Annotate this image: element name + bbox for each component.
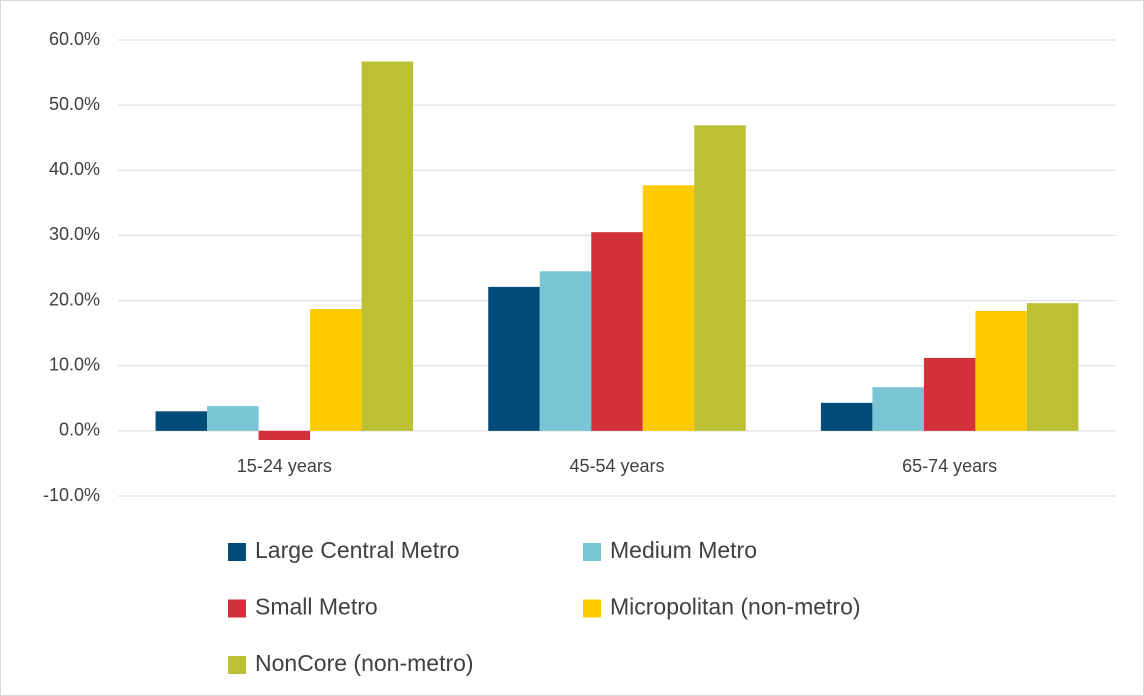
bar [591,232,643,431]
y-tick-label: 0.0% [59,420,100,440]
legend-swatch [228,656,246,674]
bar [258,430,311,440]
bar [539,271,592,431]
legend-swatch [583,543,601,561]
y-tick-label: 60.0% [49,29,100,49]
bar [207,406,259,431]
y-tick-label: 50.0% [49,94,100,114]
legend-label: Large Central Metro [255,537,460,563]
legend-swatch [228,543,246,561]
bar [694,125,746,431]
legend-label: Small Metro [255,594,378,620]
bar [155,411,208,431]
legend-swatch [583,599,601,618]
bar [310,309,362,431]
x-tick-label: 65-74 years [902,456,997,476]
bar [361,61,414,431]
bar [1026,303,1079,431]
legend-label: Micropolitan (non-metro) [610,594,861,620]
bar [975,310,1027,431]
x-tick-label: 15-24 years [237,456,332,476]
y-tick-label: -10.0% [43,485,100,505]
legend-swatch [228,599,246,618]
legend-label: NonCore (non-metro) [255,650,474,676]
bar [872,387,924,431]
y-tick-label: 20.0% [49,289,100,309]
y-tick-label: 30.0% [49,224,100,244]
y-tick-label: 40.0% [49,159,100,179]
bar [923,357,976,431]
bar [488,286,540,431]
x-tick-label: 45-54 years [569,456,664,476]
bar [642,185,695,431]
y-tick-label: 10.0% [49,354,100,374]
bar [820,402,873,431]
legend-label: Medium Metro [610,537,757,563]
